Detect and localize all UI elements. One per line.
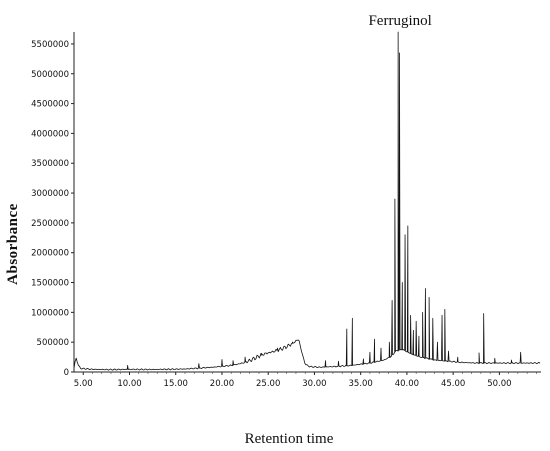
x-tick-label: 45.00 [441, 379, 465, 389]
x-tick-label: 30.00 [302, 379, 326, 389]
x-tick-label: 40.00 [395, 379, 419, 389]
x-axis-title: Retention time [245, 431, 334, 447]
x-tick-label: 15.00 [164, 379, 188, 389]
peak-annotation-ferruginol: Ferruginol [368, 13, 431, 29]
x-tick-label: 5.00 [74, 379, 93, 389]
y-tick-label: 0 [64, 368, 69, 378]
y-tick-label: 1000000 [31, 308, 69, 318]
y-tick-label: 5000000 [31, 70, 69, 80]
y-tick-label: 1500000 [31, 279, 69, 289]
x-tick-label: 50.00 [487, 379, 511, 389]
x-tick-label: 25.00 [256, 379, 280, 389]
y-tick-label: 3000000 [31, 189, 69, 199]
x-tick-label: 35.00 [349, 379, 373, 389]
y-tick-label: 4500000 [31, 100, 69, 110]
y-tick-label: 2500000 [31, 219, 69, 229]
chromatogram-trace [73, 31, 541, 371]
tick-labels: 0 500000 1000000 1500000 2000000 2500000 30000… [31, 40, 537, 389]
x-tick-label: 10.00 [117, 379, 141, 389]
y-axis-title: Absorbance [5, 203, 21, 285]
y-tick-label: 5500000 [31, 40, 69, 50]
y-tick-label: 4000000 [31, 129, 69, 139]
y-tick-label: 3500000 [31, 159, 69, 169]
x-tick-label: 20.00 [210, 379, 234, 389]
annotations: Ferruginol [368, 13, 431, 29]
axes [73, 32, 541, 373]
plot-area [73, 31, 541, 371]
y-tick-label: 2000000 [31, 249, 69, 259]
y-tick-label: 500000 [37, 338, 69, 348]
